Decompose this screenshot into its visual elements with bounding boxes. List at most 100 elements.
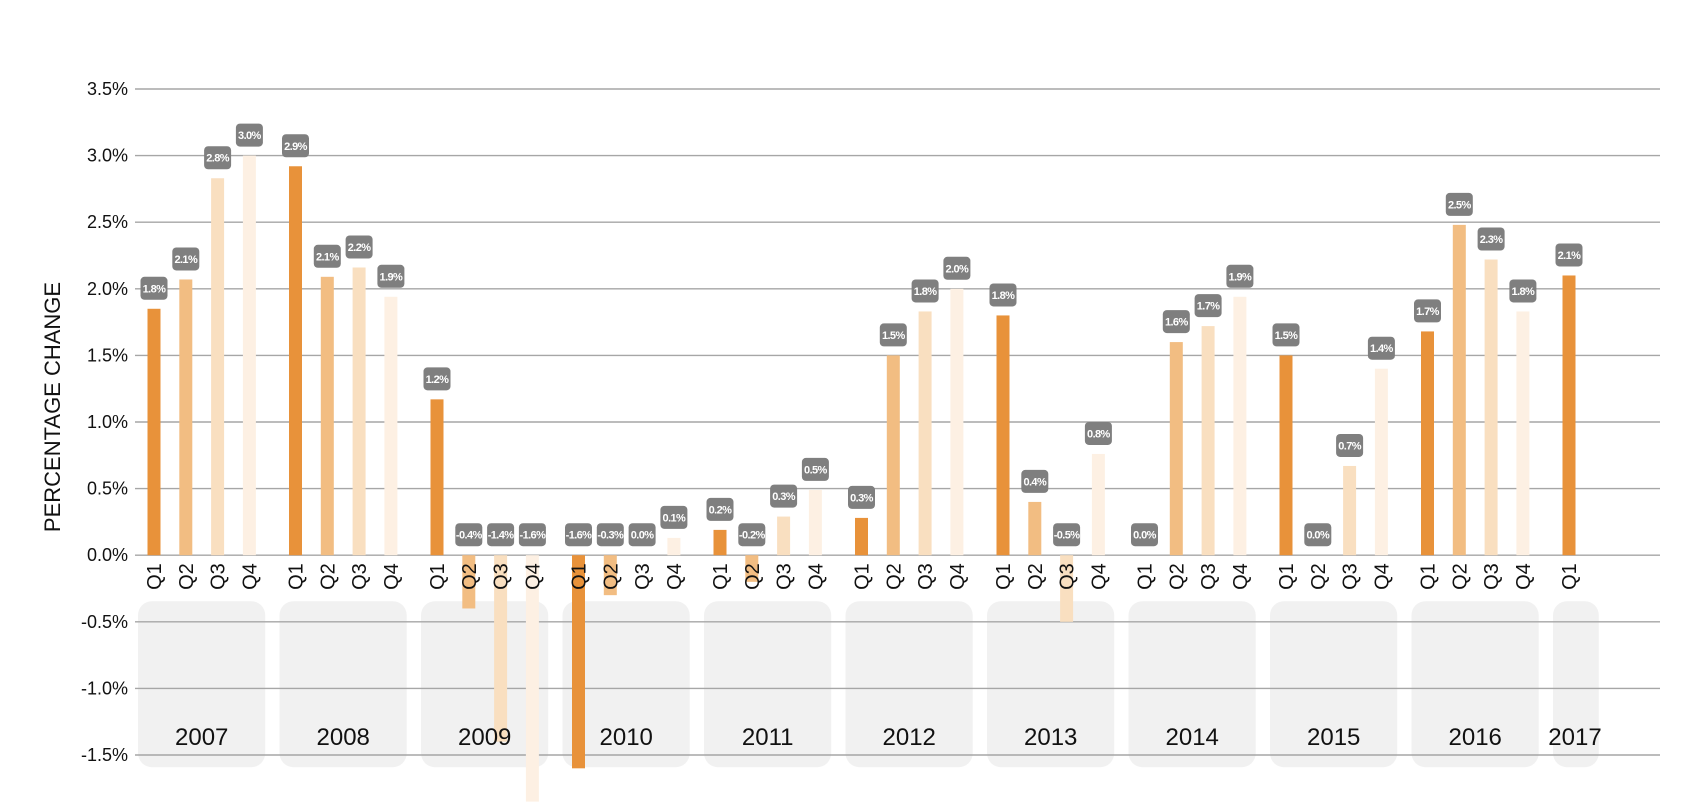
data-label: 2.8%: [206, 153, 229, 165]
data-label: -0.4%: [456, 530, 483, 542]
quarter-label: Q3: [349, 563, 371, 590]
quarter-label: Q1: [144, 563, 166, 590]
year-label: 2007: [175, 724, 228, 751]
quarter-label: Q1: [710, 563, 732, 590]
data-label: 2.2%: [348, 242, 371, 254]
quarter-label: Q2: [1449, 563, 1471, 590]
quarter-label: Q4: [805, 563, 827, 590]
data-label: 1.7%: [1197, 301, 1220, 313]
data-label: 1.5%: [882, 330, 905, 342]
bar-2013-Q2: [1028, 502, 1041, 555]
y-tick-label: -1.5%: [81, 745, 128, 765]
quarter-label: Q1: [1418, 563, 1440, 590]
year-label: 2009: [458, 724, 511, 751]
bar-2014-Q3: [1202, 326, 1215, 555]
year-label: 2012: [883, 724, 936, 751]
quarter-label: Q1: [1276, 563, 1298, 590]
bar-2016-Q1: [1421, 331, 1434, 555]
bar-2008-Q1: [289, 166, 302, 555]
y-tick-label: 0.0%: [87, 545, 128, 565]
quarter-labels: Q1 Q2 Q3 Q4 Q1 Q2 Q3 Q4 Q1 Q2 Q3 Q4 Q1 Q2 Q3 Q4 Q1 Q2 Q3 Q4…: [144, 563, 1581, 590]
year-label: 2010: [600, 724, 653, 751]
data-label: 2.1%: [174, 254, 197, 266]
bar-2013-Q1: [997, 315, 1010, 555]
data-label: -0.5%: [1054, 530, 1081, 542]
quarter-label: Q2: [600, 563, 622, 590]
data-label: 2.5%: [1448, 199, 1471, 211]
data-label: 3.0%: [238, 130, 261, 142]
y-tick-label: 1.5%: [87, 345, 128, 365]
bar-2012-Q3: [919, 311, 932, 555]
bar-2015-Q3: [1343, 466, 1356, 555]
bar-2008-Q4: [384, 297, 397, 555]
data-label: -0.2%: [739, 530, 766, 542]
data-label: -0.3%: [597, 530, 624, 542]
bar-2011-Q4: [809, 490, 822, 555]
quarter-label: Q4: [239, 563, 261, 590]
bar-2010-Q4: [667, 538, 680, 555]
quarter-label: Q4: [1088, 563, 1110, 590]
bar-2011-Q3: [777, 517, 790, 556]
quarter-label: Q1: [286, 563, 308, 590]
data-label: 2.9%: [284, 141, 307, 153]
data-label: 1.8%: [992, 290, 1015, 302]
quarter-label: Q4: [1230, 563, 1252, 590]
quarter-label: Q3: [1057, 563, 1079, 590]
data-label: -1.6%: [520, 530, 547, 542]
quarter-label: Q3: [1340, 563, 1362, 590]
data-label: 1.8%: [143, 283, 166, 295]
quarter-label: Q1: [852, 563, 874, 590]
quarter-label: Q2: [1025, 563, 1047, 590]
bar-2016-Q3: [1485, 259, 1498, 555]
bar-2016-Q2: [1453, 225, 1466, 555]
y-tick-label: 2.5%: [87, 212, 128, 232]
quarter-label: Q4: [947, 563, 969, 590]
quarter-label: Q3: [915, 563, 937, 590]
data-label: 2.0%: [946, 263, 969, 275]
data-label: -1.4%: [488, 530, 515, 542]
data-label: 0.3%: [850, 492, 873, 504]
year-label: 2011: [742, 724, 794, 751]
bar-2015-Q1: [1280, 355, 1293, 555]
data-label: 2.1%: [1558, 250, 1581, 262]
quarter-label: Q2: [459, 563, 481, 590]
quarter-label: Q3: [208, 563, 230, 590]
quarter-label: Q2: [1308, 563, 1330, 590]
quarter-label: Q1: [427, 563, 449, 590]
data-label: 0.7%: [1338, 440, 1361, 452]
data-label: 0.0%: [1306, 530, 1329, 542]
year-label: 2017: [1548, 724, 1601, 751]
year-label: 2013: [1024, 724, 1077, 751]
bar-2008-Q3: [353, 267, 366, 555]
data-label: 0.0%: [631, 530, 654, 542]
bar-2007-Q1: [148, 309, 161, 555]
data-label: 1.4%: [1370, 343, 1393, 355]
quarter-label: Q3: [632, 563, 654, 590]
bar-2009-Q1: [431, 399, 444, 555]
y-tick-label: 3.0%: [87, 146, 128, 166]
data-label: 1.6%: [1165, 317, 1188, 329]
year-label: 2008: [317, 724, 370, 751]
quarter-label: Q3: [774, 563, 796, 590]
bar-2011-Q1: [714, 530, 727, 555]
y-tick-label: 2.0%: [87, 279, 128, 299]
bar-2013-Q4: [1092, 454, 1105, 555]
year-label: 2015: [1307, 724, 1360, 751]
data-label: 2.1%: [316, 251, 339, 263]
data-label: 0.3%: [772, 491, 795, 503]
quarter-label: Q2: [883, 563, 905, 590]
quarter-label: Q1: [569, 563, 591, 590]
quarter-label: Q2: [1166, 563, 1188, 590]
quarter-label: Q4: [1513, 563, 1535, 590]
data-label: 1.5%: [1275, 330, 1298, 342]
quarter-label: Q4: [522, 563, 544, 590]
data-label: 1.9%: [380, 271, 403, 283]
bar-2014-Q4: [1233, 297, 1246, 555]
bar-2015-Q4: [1375, 369, 1388, 555]
quarter-label: Q3: [491, 563, 513, 590]
year-label: 2016: [1449, 724, 1502, 751]
y-tick-label: 0.5%: [87, 479, 128, 499]
year-label: 2014: [1166, 724, 1219, 751]
data-label: 0.1%: [663, 512, 686, 524]
